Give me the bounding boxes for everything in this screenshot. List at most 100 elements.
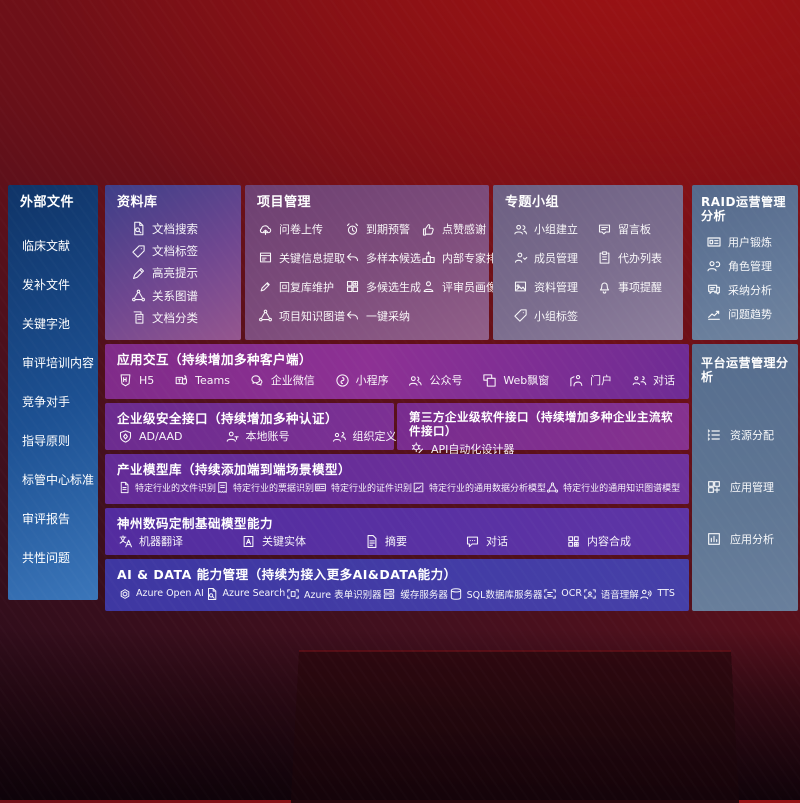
sidebar-item[interactable]: 竞争对手 bbox=[22, 393, 98, 410]
feature-item[interactable]: 问卷上传 bbox=[258, 221, 345, 237]
tag-icon bbox=[513, 308, 528, 323]
feature-item[interactable]: H5 bbox=[118, 373, 154, 388]
feature-item[interactable]: 应用分析 bbox=[706, 531, 798, 547]
feature-item[interactable]: 特定行业的通用数据分析模型 bbox=[412, 481, 546, 494]
item-label: 问题趋势 bbox=[728, 307, 772, 321]
feature-item[interactable]: 多样本候选 bbox=[345, 250, 421, 266]
item-label: 语音理解 bbox=[600, 589, 639, 601]
feature-item[interactable]: 用户锻炼 bbox=[706, 234, 798, 250]
feature-item[interactable]: 本地账号 bbox=[225, 428, 290, 444]
feature-item[interactable]: Azure 表单识别器 bbox=[286, 587, 382, 601]
feature-item[interactable]: 小组标签 bbox=[513, 308, 597, 324]
feature-item[interactable]: 文档标签 bbox=[131, 243, 235, 259]
feature-item[interactable]: 资料管理 bbox=[513, 279, 597, 295]
feature-item[interactable]: 关键实体 bbox=[241, 533, 306, 549]
feature-item[interactable]: 小程序 bbox=[335, 372, 389, 388]
feature-item[interactable]: 特定行业的通用知识图谱模型 bbox=[546, 481, 680, 494]
feature-item[interactable]: 项目知识图谱 bbox=[258, 308, 345, 324]
feature-item[interactable]: 机器翻译 bbox=[118, 533, 183, 549]
sidebar-item[interactable]: 关键字池 bbox=[22, 315, 98, 332]
feature-item[interactable]: 企业微信 bbox=[250, 372, 315, 388]
feature-item[interactable]: 点赞感谢 bbox=[421, 221, 508, 237]
app-analysis-icon bbox=[706, 531, 722, 547]
sidebar-item[interactable]: 共性问题 bbox=[22, 549, 98, 566]
feature-item[interactable]: 文档搜索 bbox=[131, 221, 235, 237]
feature-item[interactable]: 到期预警 bbox=[345, 221, 421, 237]
feature-item[interactable]: 成员管理 bbox=[513, 250, 597, 266]
feature-item[interactable]: 缓存服务器 bbox=[382, 587, 448, 601]
feature-item[interactable]: 公众号 bbox=[408, 372, 462, 388]
feature-item[interactable]: 评审员画像 bbox=[421, 279, 508, 295]
feature-item[interactable]: 事项提醒 bbox=[597, 279, 677, 295]
feature-item[interactable]: Teams bbox=[174, 373, 230, 388]
role-icon bbox=[706, 258, 722, 274]
feature-item[interactable]: 代办列表 bbox=[597, 250, 677, 266]
feature-item[interactable]: 关系图谱 bbox=[131, 288, 235, 304]
feature-item[interactable]: OCR bbox=[543, 587, 582, 601]
feature-item[interactable]: 留言板 bbox=[597, 221, 677, 237]
feature-item[interactable]: 组织定义 bbox=[332, 428, 397, 444]
item-label: 点赞感谢 bbox=[442, 223, 486, 237]
item-label: 对话 bbox=[652, 374, 675, 387]
feature-item[interactable]: 小组建立 bbox=[513, 221, 597, 237]
doc-classify-icon bbox=[131, 310, 146, 325]
sidebar-item[interactable]: 发补文件 bbox=[22, 276, 98, 293]
raid-items: 用户锻炼角色管理采纳分析问题趋势 bbox=[692, 224, 798, 340]
feature-item[interactable]: SQL数据库服务器 bbox=[449, 587, 542, 601]
feature-item[interactable]: 门户 bbox=[569, 372, 612, 388]
feature-item[interactable]: 摘要 bbox=[364, 533, 407, 549]
sidebar-item[interactable]: 审评报告 bbox=[22, 510, 98, 527]
item-label: 小组建立 bbox=[534, 223, 578, 237]
compose-icon bbox=[566, 534, 581, 549]
row-title: 企业级安全接口（持续增加多种认证） bbox=[117, 411, 339, 426]
feature-item[interactable]: AD/AAD bbox=[118, 429, 183, 444]
feature-item[interactable]: 特定行业的文件识别 bbox=[118, 481, 216, 494]
feature-item[interactable]: 高亮提示 bbox=[131, 265, 235, 281]
feature-item[interactable]: 语音理解 bbox=[583, 587, 639, 601]
sidebar-item[interactable]: 临床文献 bbox=[22, 237, 98, 254]
item-label: 指导原则 bbox=[22, 433, 71, 448]
knowledge-graph-icon bbox=[546, 481, 559, 494]
qa-chat-icon bbox=[706, 282, 722, 298]
feature-item[interactable]: 一键采纳 bbox=[345, 308, 421, 324]
feature-item[interactable]: 多候选生成 bbox=[345, 279, 421, 295]
item-label: 关键信息提取 bbox=[279, 251, 345, 265]
sidebar-item[interactable]: 审评培训内容 bbox=[22, 354, 98, 371]
feature-item[interactable]: Azure Search bbox=[205, 587, 285, 601]
item-label: 小组标签 bbox=[534, 309, 578, 323]
relation-graph-icon bbox=[131, 288, 146, 303]
item-label: 共性问题 bbox=[22, 550, 71, 565]
feature-item[interactable]: Web飘窗 bbox=[482, 372, 549, 388]
feature-item[interactable]: 应用管理 bbox=[706, 479, 798, 495]
doc-search-icon bbox=[131, 221, 146, 236]
feature-item[interactable]: API自动化设计器 bbox=[410, 441, 514, 457]
feature-item[interactable]: 对话 bbox=[465, 533, 508, 549]
feature-item[interactable]: 角色管理 bbox=[706, 258, 798, 274]
feature-item[interactable]: 特定行业的证件识别 bbox=[314, 481, 412, 494]
feature-item[interactable]: TTS bbox=[639, 587, 675, 601]
item-label: Web飘窗 bbox=[503, 374, 550, 387]
feature-item[interactable]: 内容合成 bbox=[566, 533, 631, 549]
item-label: 多样本候选 bbox=[366, 251, 421, 265]
feature-item[interactable]: 关键信息提取 bbox=[258, 250, 345, 266]
feature-item[interactable]: 问题趋势 bbox=[706, 306, 798, 322]
sidebar-item[interactable]: 标管中心标准 bbox=[22, 471, 98, 488]
member-icon bbox=[513, 250, 528, 265]
feature-item[interactable]: 内部专家排名 bbox=[421, 250, 508, 266]
item-label: 特定行业的证件识别 bbox=[331, 484, 413, 494]
feature-item[interactable]: 采纳分析 bbox=[706, 282, 798, 298]
trend-icon bbox=[706, 306, 722, 322]
item-label: 留言板 bbox=[618, 223, 651, 237]
feature-item[interactable]: 资源分配 bbox=[706, 427, 798, 443]
item-label: 文档标签 bbox=[152, 244, 198, 259]
portal-icon bbox=[569, 373, 584, 388]
feature-item[interactable]: Azure Open AI bbox=[118, 587, 204, 601]
base-model-row: 神州数码定制基础模型能力 机器翻译 关键实体 摘要 对话 内容合成 bbox=[105, 508, 689, 555]
feature-item[interactable]: 特定行业的票据识别 bbox=[216, 481, 314, 494]
sidebar-item[interactable]: 指导原则 bbox=[22, 432, 98, 449]
feature-item[interactable]: 文档分类 bbox=[131, 310, 235, 326]
wechat-work-icon bbox=[250, 373, 265, 388]
highlight-icon bbox=[131, 266, 146, 281]
feature-item[interactable]: 对话 bbox=[632, 372, 675, 388]
feature-item[interactable]: 回复库维护 bbox=[258, 279, 345, 295]
